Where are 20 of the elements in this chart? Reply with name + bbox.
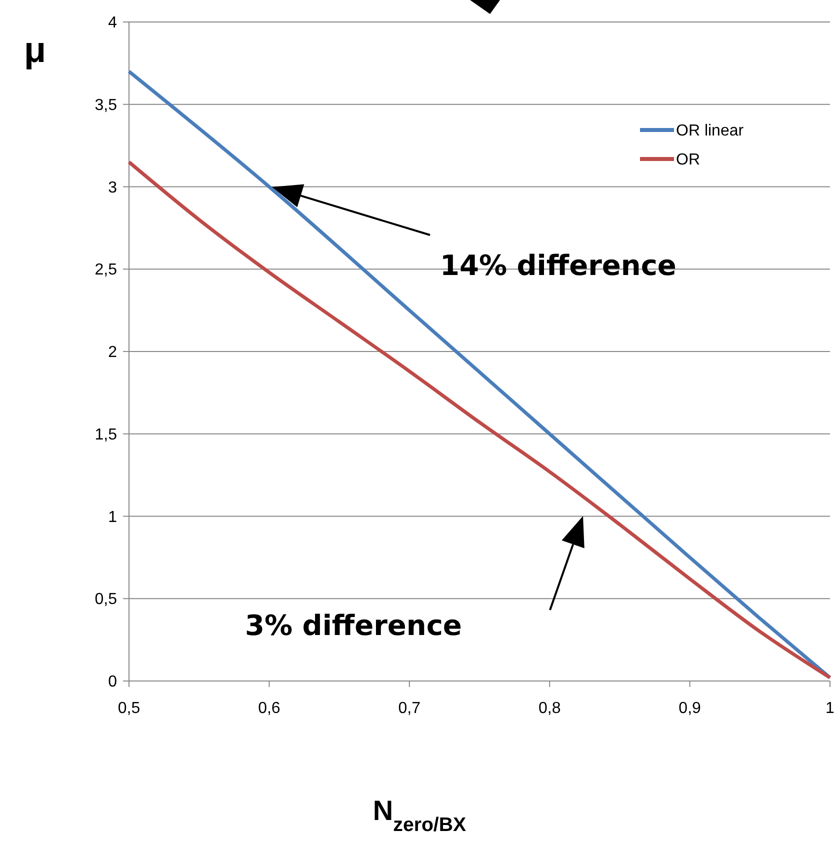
y-tick-label: 0 [108, 674, 118, 691]
x-axis-title: N$_{zero/BX}$ [372, 795, 466, 836]
y-axis-title: μ [24, 29, 46, 70]
y-tick-label: 1 [108, 508, 118, 526]
y-tick-label: 4 [108, 14, 118, 32]
annotation: 14% difference [440, 248, 676, 282]
x-tick-label: 1 [826, 700, 835, 717]
legend-label: OR linear [676, 122, 744, 140]
y-tick-label: 2,5 [94, 262, 118, 279]
x-tick-label: 0,7 [398, 700, 421, 717]
y-tick-label: 3 [108, 179, 118, 196]
x-tick-label: 0,8 [538, 700, 561, 717]
x-tick-label: 0,6 [258, 700, 280, 717]
annotation: 3% difference [245, 608, 462, 642]
y-tick-label: 2 [108, 344, 118, 362]
y-tick-label: 1,5 [94, 426, 118, 444]
legend-label: OR [676, 152, 700, 169]
y-tick-label: 0,5 [94, 591, 118, 608]
y-tick-label: 3,5 [94, 96, 118, 114]
x-tick-label: 0,9 [678, 700, 702, 717]
